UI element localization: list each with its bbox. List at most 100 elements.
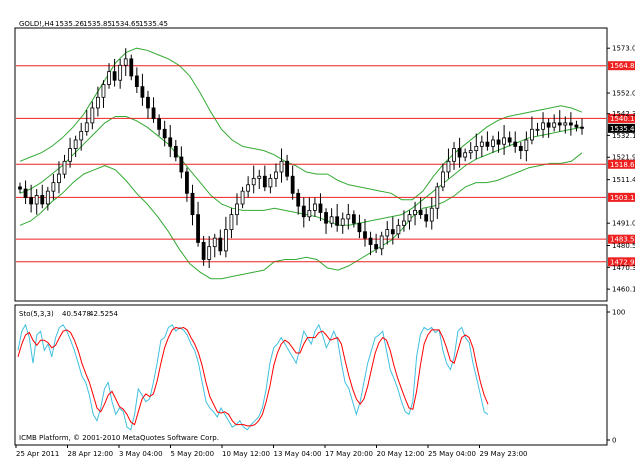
candle-body [162,128,167,139]
candle-body [385,229,390,237]
price-tick-label: 1573.00 [612,45,635,53]
candle-body [29,197,34,205]
candle-body [51,182,56,192]
candle-body [307,209,312,218]
candle-body [446,160,451,173]
candle-body [185,171,189,194]
candlestick-series [18,48,584,268]
copyright-footer: ICMB Platform, © 2001-2010 MetaQuotes So… [19,434,219,442]
candle-body [546,122,551,128]
candle-body [474,145,479,152]
candle-body [262,175,267,188]
price-tick-label: 1491.00 [612,220,635,228]
candle-body [557,122,562,126]
open-value: 1535.26 [55,20,84,28]
candle-body [235,203,239,216]
candle-body [96,96,100,109]
time-tick-label: 13 May 04:00 [274,450,322,458]
candle-body [251,177,256,186]
time-axis: 25 Apr 2011 28 Apr 12:00 3 May 04:00 5 May … [15,445,528,458]
candle-body [552,122,557,128]
time-tick-label: 3 May 04:00 [119,450,163,458]
candle-body [73,139,78,149]
candle-body [418,209,423,216]
time-tick-label: 17 May 20:00 [325,450,373,458]
candle-body [34,195,39,205]
level-label: 1472.9 [610,258,635,266]
candle-body [23,188,28,198]
price-tick-label: 1521.90 [612,154,635,162]
horizontal-level-lines[interactable]: 1564.8 1540.1 1518.6 1503.1 1483.5 1472.9 [16,61,635,267]
candle-body [580,126,584,129]
level-label-box [608,192,635,202]
candle-body [324,212,328,224]
bollinger-bands [19,47,583,280]
candle-body [290,175,295,194]
candle-body [379,235,384,250]
candle-body [151,107,156,120]
candle-body [485,141,490,147]
candle-body [440,171,445,188]
candle-body [368,237,373,245]
level-label-box [608,113,635,123]
candle-body [496,139,501,145]
level-label-box [608,159,635,169]
candle-body [318,203,323,213]
candle-body [229,214,234,230]
level-label: 1540.1 [610,115,635,123]
candle-body [240,190,245,205]
time-tick-label: 25 May 04:00 [428,450,476,458]
candle-body [313,203,317,211]
candle-body [168,137,173,147]
close-value: 1535.45 [139,20,168,28]
candle-body [491,139,495,147]
candle-body [257,175,262,179]
candle-body [274,171,278,179]
candle-body [146,96,150,109]
stochastic-tick-label: 100 [612,309,625,317]
candle-body [112,71,117,81]
candle-body [346,214,351,220]
candle-body [390,229,395,235]
candle-body [518,145,523,152]
candle-body [223,229,228,252]
candle-body [190,192,195,216]
candle-body [134,75,139,88]
stochastic-axis: 100 0 [607,309,625,445]
candle-body [374,244,379,250]
candle-body [457,148,462,158]
candle-body [452,148,456,162]
candle-body [351,214,356,224]
candle-body [101,84,106,98]
candle-body [218,237,223,252]
price-tick-label: 1470.30 [612,264,635,272]
time-tick-label: 28 Apr 12:00 [68,450,114,458]
price-tick-label: 1552.00 [612,90,635,98]
candle-body [173,145,178,158]
candle-body [329,216,334,224]
candle-body [402,220,406,226]
time-tick-label: 5 May 20:00 [171,450,215,458]
candle-body [541,122,545,130]
stochastic-panel-frame [14,304,608,446]
stochastic-signal-value: 42.5254 [89,310,118,318]
candle-body [563,122,568,126]
low-value: 1534.65 [111,20,140,28]
stochastic-main-line [17,323,489,431]
candle-body [301,205,306,218]
candle-body [207,246,212,260]
level-label: 1483.5 [610,236,635,244]
stochastic-signal-line [17,326,489,427]
candle-body [524,139,529,152]
candle-body [196,214,200,243]
candle-body [140,86,145,98]
candle-body [285,160,289,177]
candle-body [413,209,417,216]
price-tick-label: 1460.10 [612,286,635,294]
stochastic-tick-label: 0 [612,437,616,445]
candle-body [513,141,518,147]
candle-body [201,241,206,260]
candle-body [62,160,67,175]
price-axis: 1573.00 1552.00 1542.30 1532.15 1521.90 1511.… [607,45,635,294]
